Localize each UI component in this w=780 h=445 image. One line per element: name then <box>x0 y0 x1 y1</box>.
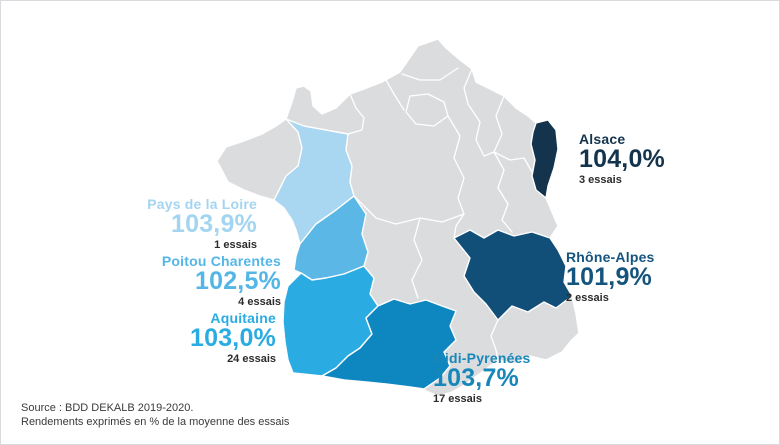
region-value: 104,0% <box>579 145 665 173</box>
source-note: Source : BDD DEKALB 2019-2020. Rendement… <box>21 402 289 429</box>
region-value: 103,9% <box>171 210 257 238</box>
region-borders <box>347 67 533 361</box>
region-trials: 17 essais <box>433 393 482 405</box>
region-trials: 2 essais <box>566 292 609 304</box>
map-region-rhone-alpes <box>453 229 573 321</box>
source-line-1: Source : BDD DEKALB 2019-2020. <box>21 402 194 414</box>
region-label-aquitaine: Aquitaine 103,0% 24 essais <box>190 311 276 366</box>
region-value: 103,7% <box>433 364 519 392</box>
map-region-alsace <box>530 119 559 199</box>
region-value: 102,5% <box>195 267 281 295</box>
region-value: 103,0% <box>190 324 276 352</box>
region-label-rhone-alpes: Rhône-Alpes 101,9% 2 essais <box>566 250 655 305</box>
region-name: Midi-Pyrenées <box>433 350 531 366</box>
region-trials: 4 essais <box>238 296 281 308</box>
region-trials: 3 essais <box>579 174 622 186</box>
france-map <box>216 38 580 397</box>
region-label-midi-pyrenees: Midi-Pyrenées 103,7% 17 essais <box>433 351 531 406</box>
source-line-2: Rendements exprimés en % de la moyenne d… <box>21 415 290 428</box>
region-trials: 24 essais <box>227 353 276 365</box>
region-name: Aquitaine <box>210 310 276 326</box>
region-label-alsace: Alsace 104,0% 3 essais <box>579 132 665 187</box>
region-name: Poitou Charentes <box>161 253 281 269</box>
region-name: Rhône-Alpes <box>566 249 655 265</box>
map-region-midi-pyrenees <box>321 298 457 390</box>
region-label-poitou-charentes: Poitou Charentes 102,5% 4 essais <box>162 254 281 309</box>
region-trials: 1 essais <box>214 239 257 251</box>
region-name: Alsace <box>579 131 626 147</box>
region-name: Pays de la Loire <box>147 196 257 212</box>
region-label-pays-de-la-loire: Pays de la Loire 103,9% 1 essais <box>147 197 257 252</box>
region-value: 101,9% <box>566 263 652 291</box>
